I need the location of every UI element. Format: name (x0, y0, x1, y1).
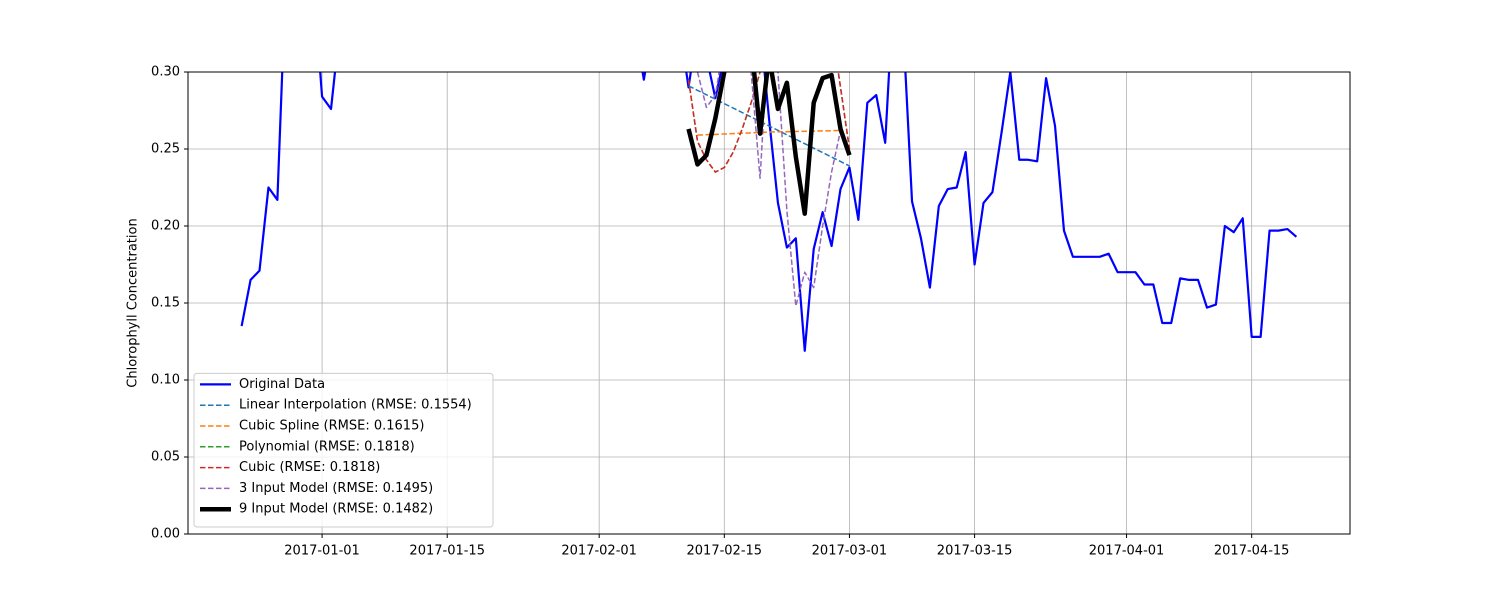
y-tick-label: 0.00 (151, 527, 180, 542)
y-tick-label: 0.20 (151, 219, 180, 234)
legend-label: Polynomial (RMSE: 0.1818) (239, 439, 415, 454)
legend-label: Original Data (239, 377, 325, 392)
y-tick-label: 0.15 (151, 296, 180, 311)
x-tick-label: 2017-04-15 (1214, 544, 1290, 559)
y-tick-label: 0.25 (151, 142, 180, 157)
data-line (686, 72, 852, 216)
ticks: 0.00 0.05 0.10 0.15 0.20 0.25 0.30 2017-01-01 20… (151, 65, 1289, 559)
x-tick-label: 2017-03-15 (937, 544, 1013, 559)
legend-label: Cubic Spline (RMSE: 0.1615) (239, 419, 424, 434)
x-tick-label: 2017-01-15 (409, 544, 485, 559)
x-tick-label: 2017-01-01 (284, 544, 360, 559)
y-tick-label: 0.05 (151, 450, 180, 465)
x-tick-label: 2017-02-01 (561, 544, 637, 559)
plot-area (240, 72, 1298, 352)
y-tick-label: 0.30 (151, 65, 180, 80)
legend-label: Cubic (RMSE: 0.1818) (239, 460, 380, 475)
x-tick-label: 2017-04-01 (1089, 544, 1165, 559)
y-tick-label: 0.10 (151, 373, 180, 388)
data-line (688, 85, 850, 167)
legend-box (193, 372, 494, 528)
x-tick-label: 2017-03-01 (812, 544, 888, 559)
x-tick-label: 2017-02-15 (687, 544, 763, 559)
legend-label: 9 Input Model (RMSE: 0.1482) (239, 502, 433, 517)
legend-label: Linear Interpolation (RMSE: 0.1554) (239, 398, 472, 413)
data-line (696, 72, 842, 307)
y-axis-label: Chlorophyll Concentration (126, 218, 141, 387)
legend-label: 3 Input Model (RMSE: 0.1495) (239, 481, 433, 496)
data-line (240, 72, 1298, 352)
legend: Original Data Linear Interpolation (RMSE:… (193, 372, 494, 528)
data-line (687, 72, 851, 173)
